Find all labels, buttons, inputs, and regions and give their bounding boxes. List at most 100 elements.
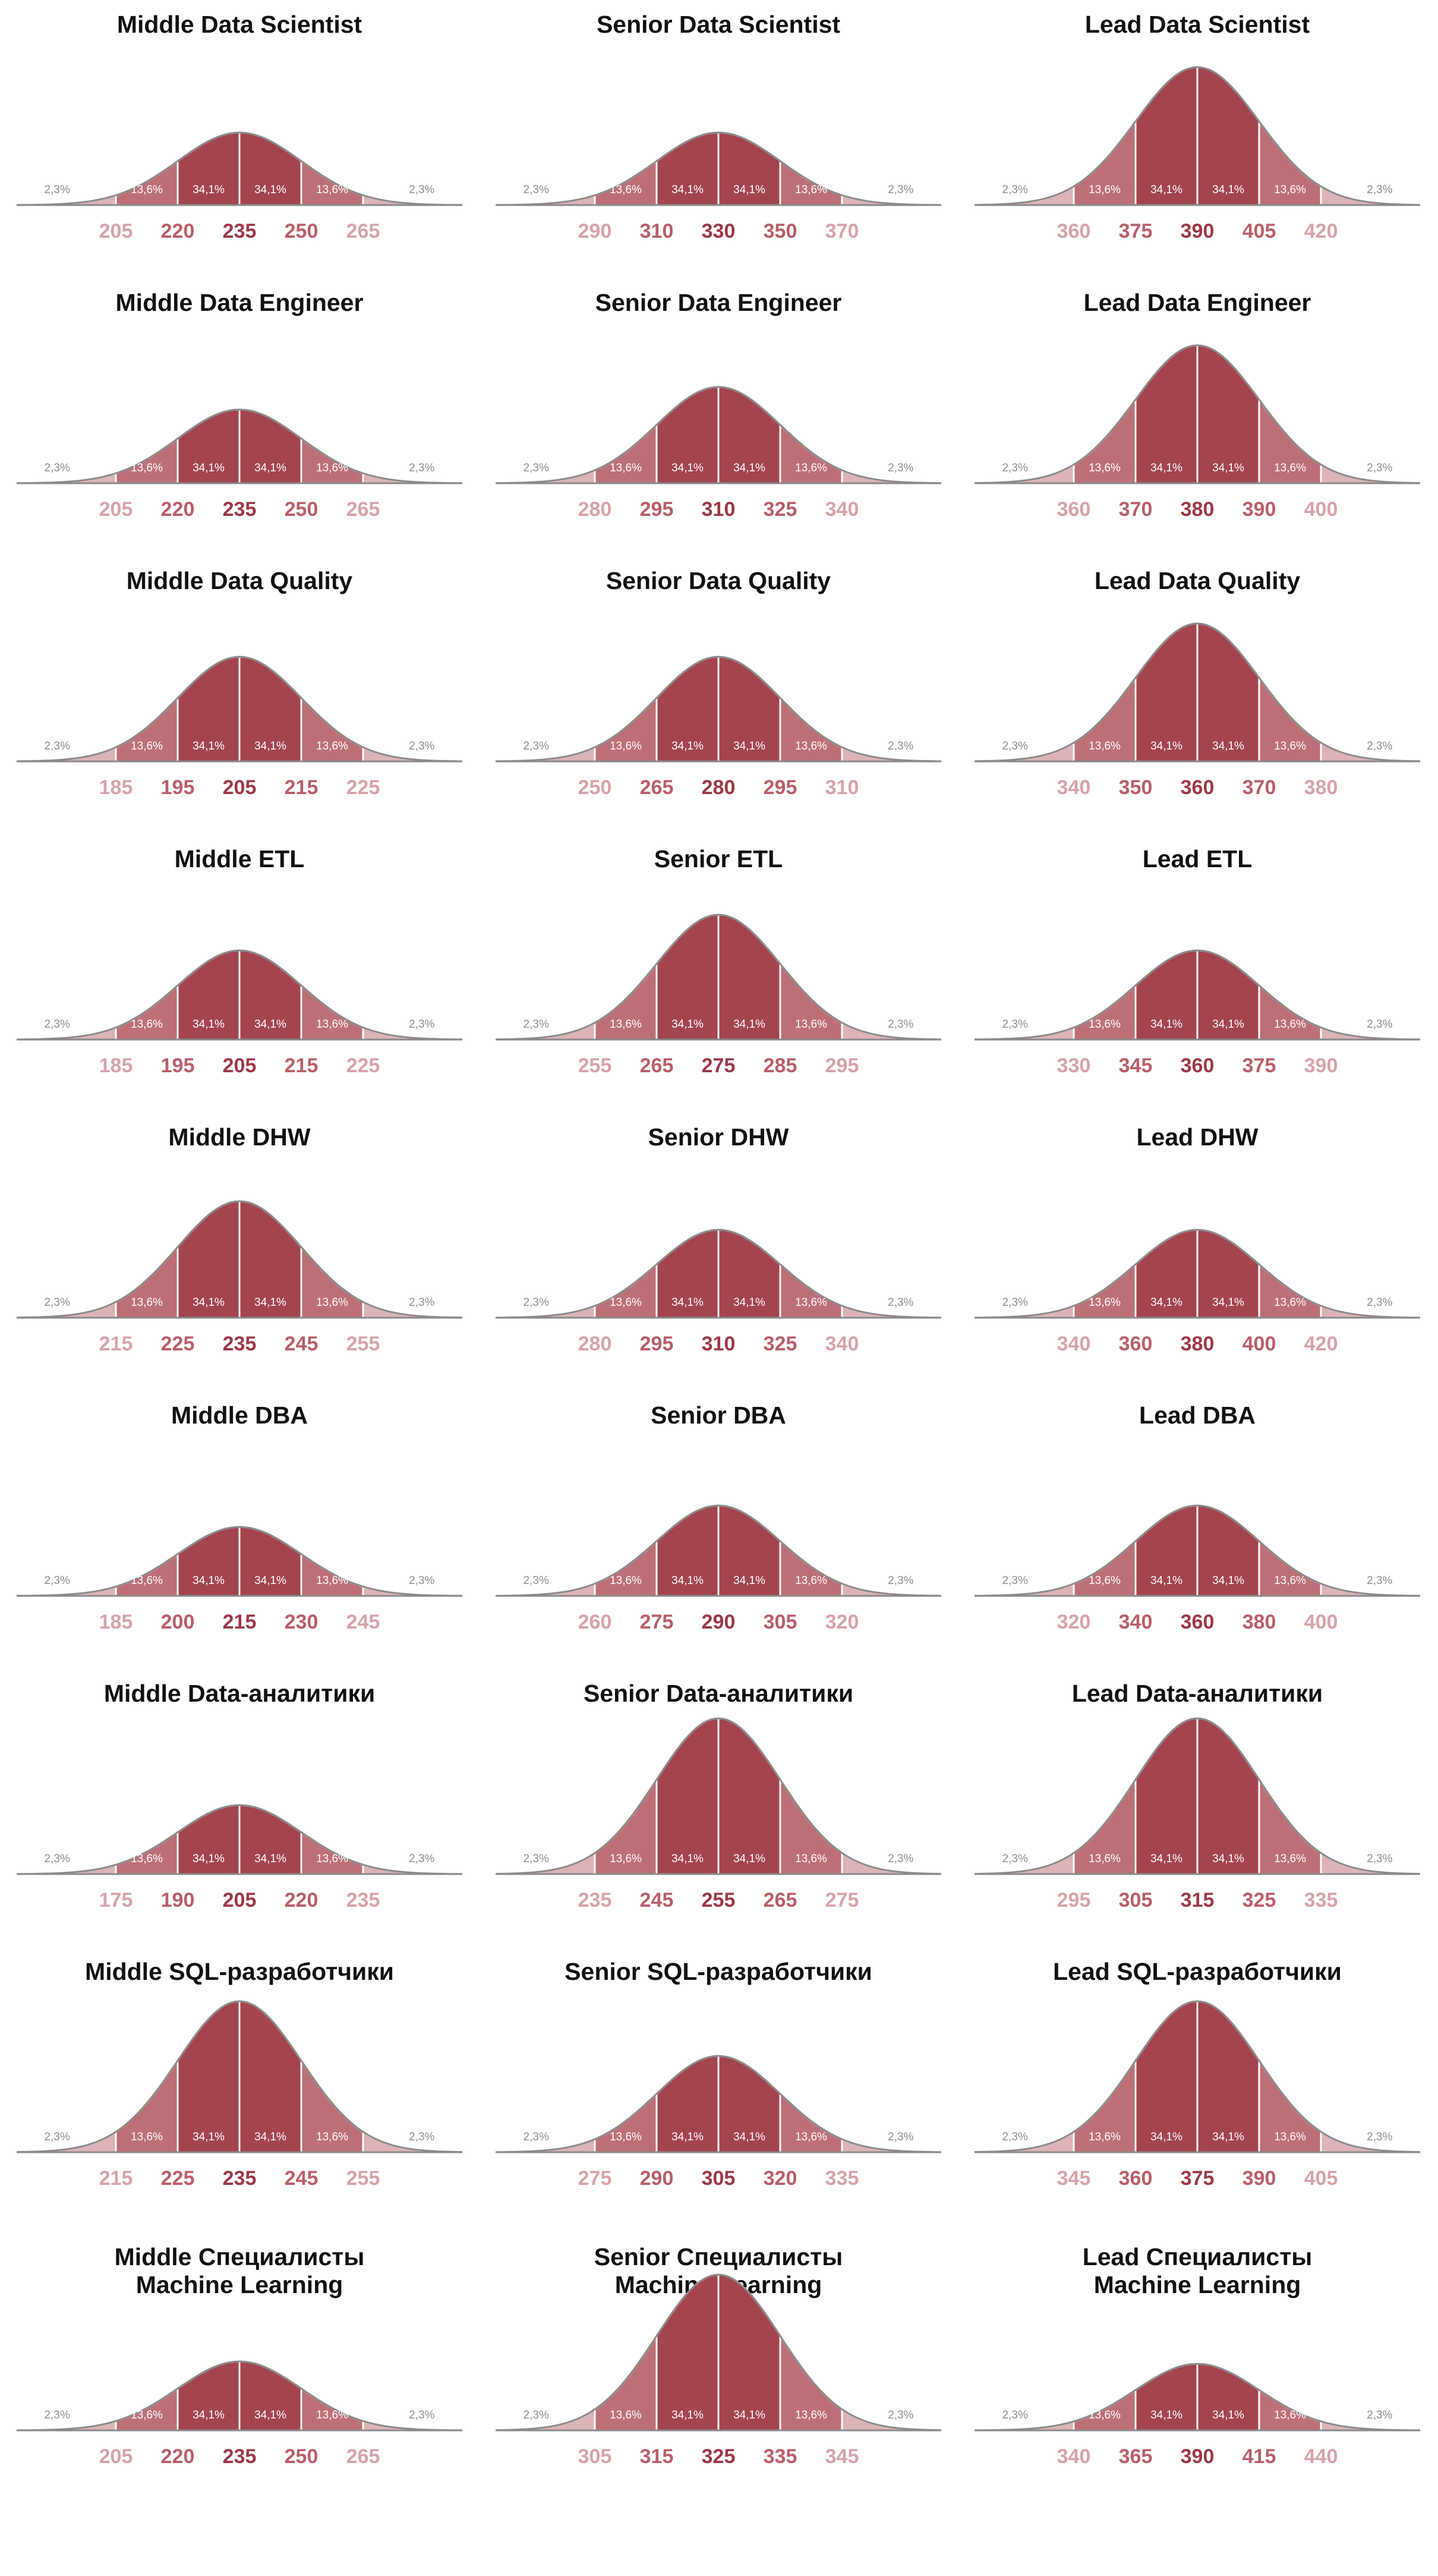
tick-label: 330 [702, 220, 736, 243]
band-percent-label: 13,6% [131, 184, 163, 196]
tick-label: 205 [99, 2445, 133, 2468]
band-percent-label: 34,1% [671, 2409, 704, 2421]
band-percent-label: 34,1% [1212, 2409, 1244, 2421]
band-percent-label: 34,1% [733, 1296, 765, 1309]
distribution-panel: Middle DHW 2,3% 13,6% 34,1% 34,1% 13,6% 2,3% 21… [0, 1113, 479, 1391]
band-percent-label: 2,3% [409, 462, 434, 474]
bell-curve-chart: 2,3% 13,6% 34,1% 34,1% 13,6% 2,3% 235 245 255 265… [495, 1717, 942, 1911]
chart-title: Lead Data-аналитики [1071, 1680, 1323, 1707]
curve-outline [17, 408, 462, 484]
band-percent-label: 13,6% [1089, 1296, 1121, 1309]
bell-curve-chart: 2,3% 13,6% 34,1% 34,1% 13,6% 2,3% 185 195 205 215… [16, 949, 463, 1077]
tick-label: 205 [223, 1054, 257, 1077]
distribution-panel: Lead Data Quality 2,3% 13,6% 34,1% 34,1% 13,6… [958, 556, 1437, 834]
band-percent-label: 13,6% [1089, 2131, 1121, 2143]
band-percent-label: 2,3% [45, 2409, 70, 2421]
tick-label: 225 [161, 2167, 195, 2190]
band-percent-label: 13,6% [610, 1853, 642, 1865]
tick-label: 310 [702, 1333, 736, 1355]
tick-label: 250 [578, 776, 612, 799]
band-percent-label: 34,1% [193, 1853, 225, 1865]
chart-title: Senior SQL-разработчики [565, 1958, 872, 1985]
tick-label: 215 [99, 2167, 133, 2190]
distribution-panel: Lead SQL-разработчики 2,3% 13,6% 34,1% 34,1%… [958, 1947, 1437, 2225]
chart-title: Senior DHW [648, 1123, 789, 1151]
band-percent-label: 2,3% [888, 1018, 913, 1031]
band-percent-label: 13,6% [795, 462, 827, 474]
band-percent-label: 13,6% [1274, 2131, 1306, 2143]
band-percent-label: 34,1% [733, 1853, 765, 1865]
distribution-panel: Middle DBA 2,3% 13,6% 34,1% 34,1% 13,6% 2,3% 18… [0, 1391, 479, 1669]
band-percent-label: 34,1% [254, 1574, 286, 1587]
bell-curve-chart: 2,3% 13,6% 34,1% 34,1% 13,6% 2,3% 250 265 280 295… [495, 656, 942, 799]
distribution-band [1196, 2000, 1260, 2153]
distribution-panel: Senior Data Quality 2,3% 13,6% 34,1% 34,1% 13… [479, 556, 958, 834]
tick-label: 380 [1181, 498, 1215, 521]
band-percent-label: 2,3% [45, 1853, 70, 1865]
curve-outline [496, 1229, 941, 1319]
band-percent-label: 13,6% [131, 1018, 163, 1031]
band-percent-label: 2,3% [1367, 1574, 1392, 1587]
band-percent-label: 2,3% [888, 1853, 913, 1865]
band-percent-label: 2,3% [1367, 1853, 1392, 1865]
tick-label: 305 [1119, 1889, 1153, 1911]
curve-outline [975, 2000, 1420, 2153]
chart-title: Lead Data Scientist [1084, 11, 1310, 38]
distribution-panel: Senior Data-аналитики 2,3% 13,6% 34,1% 34,1%… [479, 1669, 958, 1947]
band-percent-label: 34,1% [254, 1018, 286, 1031]
distribution-band [717, 2273, 781, 2432]
band-percent-label: 34,1% [733, 462, 765, 474]
band-percent-label: 13,6% [1089, 1574, 1121, 1587]
chart-title: Senior ETL [654, 845, 783, 873]
band-percent-label: 2,3% [45, 1574, 70, 1587]
tick-label: 235 [223, 2445, 257, 2468]
curve-outline [17, 1526, 462, 1597]
bell-curve-chart: 2,3% 13,6% 34,1% 34,1% 13,6% 2,3% 205 220 235 250… [16, 408, 463, 521]
band-percent-label: 34,1% [193, 1296, 225, 1309]
tick-label: 245 [640, 1889, 674, 1911]
tick-label: 275 [640, 1611, 674, 1633]
band-percent-label: 13,6% [1274, 1574, 1306, 1587]
bell-curve-chart: 2,3% 13,6% 34,1% 34,1% 13,6% 2,3% 290 310 330 350… [495, 131, 942, 243]
curve-outline [975, 949, 1420, 1041]
tick-label: 405 [1243, 220, 1276, 243]
band-percent-label: 2,3% [524, 462, 549, 474]
bell-curve-chart: 2,3% 13,6% 34,1% 34,1% 13,6% 2,3% 215 225 235 245… [16, 2000, 463, 2190]
tick-label: 195 [161, 776, 195, 799]
tick-label: 255 [702, 1889, 736, 1911]
tick-label: 390 [1181, 220, 1215, 243]
band-percent-label: 34,1% [671, 184, 704, 196]
tick-label: 345 [1057, 2167, 1091, 2190]
tick-label: 320 [825, 1611, 859, 1633]
band-percent-label: 2,3% [1002, 462, 1028, 474]
tick-label: 295 [1057, 1889, 1091, 1911]
band-percent-label: 34,1% [254, 2409, 286, 2421]
band-percent-label: 13,6% [1089, 462, 1121, 474]
band-percent-label: 2,3% [409, 184, 434, 196]
band-percent-label: 13,6% [610, 1296, 642, 1309]
band-percent-label: 34,1% [671, 2131, 704, 2143]
tick-label: 295 [825, 1054, 859, 1077]
curve-outline [496, 1504, 941, 1597]
tick-label: 370 [1119, 498, 1153, 521]
curve-outline [17, 1200, 462, 1319]
band-percent-label: 2,3% [1002, 1574, 1028, 1587]
curve-outline [17, 131, 462, 206]
band-percent-label: 2,3% [45, 740, 70, 752]
bell-curve-chart: 2,3% 13,6% 34,1% 34,1% 13,6% 2,3% 360 375 390 405… [974, 66, 1421, 243]
band-percent-label: 2,3% [1367, 1018, 1392, 1031]
distribution-panel: Middle Data Scientist 2,3% 13,6% 34,1% 34,1%… [0, 0, 479, 278]
tick-label: 295 [764, 776, 797, 799]
tick-label: 265 [346, 220, 380, 243]
tick-label: 370 [1243, 776, 1276, 799]
tick-label: 370 [825, 220, 859, 243]
distribution-panel: Senior SQL-разработчики 2,3% 13,6% 34,1% 34,… [479, 1947, 958, 2225]
band-percent-label: 13,6% [795, 740, 827, 752]
tick-label: 250 [285, 2445, 318, 2468]
band-percent-label: 13,6% [1274, 740, 1306, 752]
band-percent-label: 34,1% [254, 740, 286, 752]
band-percent-label: 13,6% [316, 1853, 348, 1865]
band-percent-label: 2,3% [888, 1296, 913, 1309]
tick-label: 295 [640, 1333, 674, 1355]
tick-label: 420 [1304, 1333, 1338, 1355]
